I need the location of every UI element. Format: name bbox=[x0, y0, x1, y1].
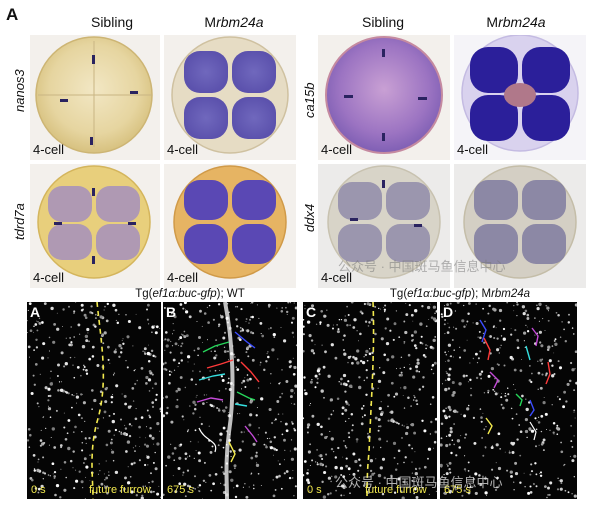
caption-wt: Tg(ef1α:buc-gfp); WT bbox=[135, 288, 245, 300]
embryo-nanos3-sibling: 4-cell bbox=[30, 35, 160, 160]
speckle-field bbox=[163, 302, 297, 499]
embryo-nanos3-mutant: 4-cell bbox=[164, 35, 296, 160]
stage-label: 4-cell bbox=[33, 270, 65, 285]
stage-label: 4-cell bbox=[457, 142, 489, 157]
col-header-mutant-right: Mrbm24a bbox=[486, 14, 546, 30]
row-label-tdrd7a: tdrd7a bbox=[12, 203, 27, 240]
stage-label: 4-cell bbox=[167, 270, 199, 285]
row-label-nanos3: nanos3 bbox=[12, 69, 27, 112]
micro-letter: B bbox=[166, 304, 177, 320]
embryo-image bbox=[35, 36, 153, 154]
micro-letter: C bbox=[306, 304, 317, 320]
embryo-image bbox=[327, 165, 441, 279]
stage-label: 4-cell bbox=[321, 270, 353, 285]
col-header-mutant-left: Mrbm24a bbox=[204, 14, 264, 30]
embryo-ddx4-mutant bbox=[454, 164, 586, 288]
embryo-image bbox=[325, 36, 443, 154]
furrow-label: future furrow bbox=[365, 484, 427, 496]
micro-panel-b: B 675 s bbox=[163, 302, 297, 499]
row-label-ddx4: ddx4 bbox=[302, 203, 317, 232]
track-overlay bbox=[479, 319, 551, 441]
embryo-image bbox=[463, 165, 577, 279]
stage-label: 4-cell bbox=[167, 142, 199, 157]
embryo-tdrd7a-mutant: 4-cell bbox=[164, 164, 296, 288]
micro-letter: D bbox=[443, 304, 454, 320]
track-overlay bbox=[196, 302, 260, 499]
micro-panel-a: A 0 s future furrow bbox=[27, 302, 161, 499]
stage-label: 4-cell bbox=[321, 142, 353, 157]
embryo-tdrd7a-sibling: 4-cell bbox=[30, 164, 160, 288]
embryo-image bbox=[37, 165, 151, 279]
watermark-top: 公众号 · 中国斑马鱼信息中心 bbox=[338, 259, 506, 274]
furrow-line bbox=[366, 302, 375, 499]
embryo-image bbox=[461, 35, 579, 152]
time-stamp: 675 s bbox=[167, 484, 194, 496]
embryo-ca15b-sibling: 4-cell bbox=[318, 35, 450, 160]
furrow-label: future furrow bbox=[89, 484, 151, 496]
time-stamp: 675 s bbox=[444, 484, 471, 496]
micro-letter: A bbox=[30, 304, 41, 320]
row-label-ca15b: ca15b bbox=[302, 82, 317, 118]
speckle-field bbox=[303, 302, 437, 499]
micro-panel-c: C 0 s future furrow bbox=[303, 302, 437, 499]
embryo-ca15b-mutant: 4-cell bbox=[454, 35, 586, 160]
micro-panel-d: D 675 s bbox=[440, 302, 577, 499]
speckle-field bbox=[27, 302, 161, 499]
stage-label: 4-cell bbox=[33, 142, 65, 157]
embryo-image bbox=[173, 165, 287, 279]
caption-mutant: Tg(ef1α:buc-gfp); Mrbm24a bbox=[389, 288, 531, 300]
time-stamp: 0 s bbox=[307, 484, 322, 496]
furrow-line bbox=[91, 302, 105, 499]
time-stamp: 0 s bbox=[31, 484, 46, 496]
col-header-sibling-right: Sibling bbox=[361, 14, 405, 30]
embryo-ddx4-sibling: 4-cell bbox=[318, 164, 450, 288]
embryo-image bbox=[171, 36, 289, 154]
panel-letter-top: A bbox=[6, 5, 19, 24]
watermark-bottom: 公众号 · 中国斑马鱼信息中心 bbox=[335, 475, 503, 490]
col-header-sibling-left: Sibling bbox=[90, 14, 134, 30]
